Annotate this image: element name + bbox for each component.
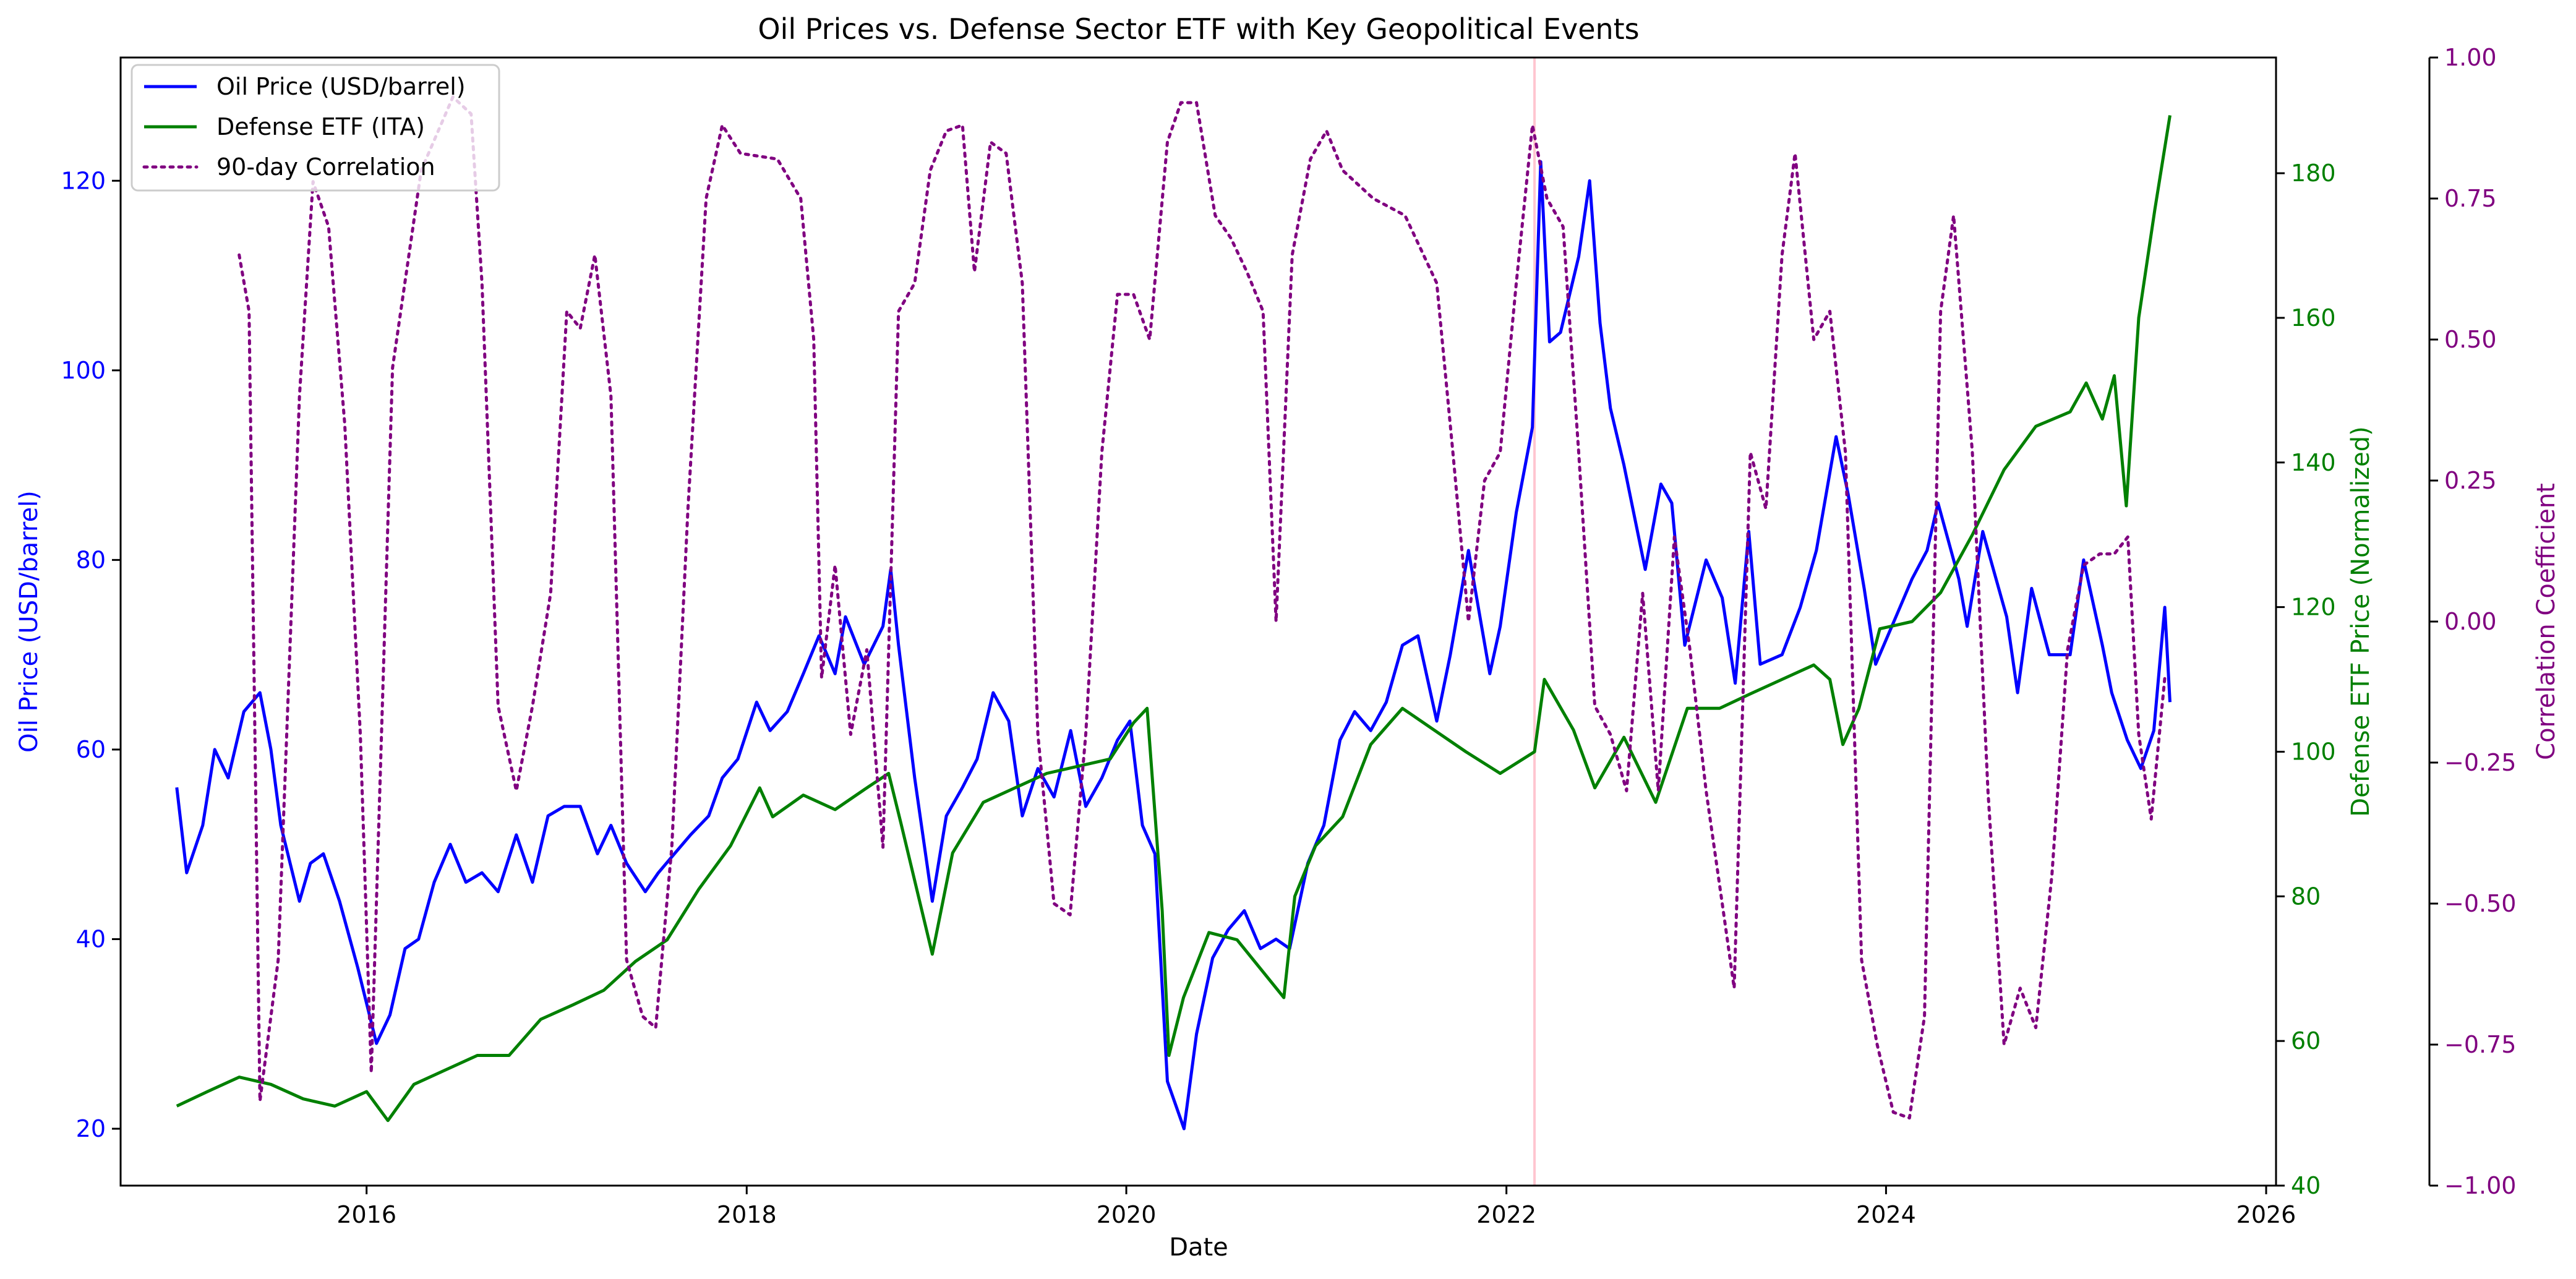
correlation-tick-label-3: −0.25 bbox=[2444, 749, 2516, 776]
x-tick-label-2022: 2022 bbox=[1476, 1201, 1536, 1228]
y-axis-correlation: −1.00 −0.75 −0.50 −0.25 0.00 0.25 0.50 0.75 1.00 bbox=[2428, 44, 2516, 1199]
correlation-tick-label-0: −1.00 bbox=[2444, 1172, 2516, 1199]
correlation-tick-label-2: −0.50 bbox=[2444, 890, 2516, 917]
correlation-tick-label-7: 0.75 bbox=[2444, 185, 2497, 212]
y-axis-defense: 40 60 80 100 120 140 160 180 bbox=[2276, 160, 2336, 1199]
x-tick-label-2018: 2018 bbox=[717, 1201, 777, 1228]
legend: Oil Price (USD/barrel) Defense ETF (ITA)… bbox=[131, 64, 500, 192]
defense-tick-label-120: 120 bbox=[2291, 594, 2336, 621]
legend-label-oil: Oil Price (USD/barrel) bbox=[216, 73, 466, 100]
y-axis-label-correlation: Correlation Coefficient bbox=[2532, 483, 2561, 760]
oil-tick-label-100: 100 bbox=[61, 357, 106, 384]
defense-tick-label-60: 60 bbox=[2291, 1027, 2321, 1054]
oil-tick-label-80: 80 bbox=[76, 546, 106, 573]
legend-label-defense: Defense ETF (ITA) bbox=[216, 113, 425, 140]
correlation-tick-label-4: 0.00 bbox=[2444, 608, 2497, 635]
x-axis-label: Date bbox=[1169, 1233, 1228, 1262]
oil-tick-label-120: 120 bbox=[61, 167, 106, 194]
y-axis-oil: 20 40 60 80 100 120 bbox=[61, 167, 121, 1142]
y-axis-label-defense: Defense ETF Price (Normalized) bbox=[2347, 426, 2375, 816]
oil-tick-label-40: 40 bbox=[76, 925, 106, 952]
defense-tick-label-40: 40 bbox=[2291, 1172, 2321, 1199]
defense-tick-label-160: 160 bbox=[2291, 304, 2336, 332]
correlation-tick-label-1: −0.75 bbox=[2444, 1031, 2516, 1058]
y-axis-label-oil: Oil Price (USD/barrel) bbox=[15, 490, 43, 753]
correlation-tick-label-8: 1.00 bbox=[2444, 44, 2497, 71]
defense-tick-label-100: 100 bbox=[2291, 738, 2336, 765]
correlation-line bbox=[237, 95, 2167, 1120]
oil-tick-label-60: 60 bbox=[76, 736, 106, 763]
correlation-tick-label-5: 0.25 bbox=[2444, 467, 2497, 494]
oil-tick-label-20: 20 bbox=[76, 1115, 106, 1142]
x-tick-label-2024: 2024 bbox=[1856, 1201, 1916, 1228]
correlation-tick-label-6: 0.50 bbox=[2444, 326, 2497, 353]
defense-etf-line bbox=[176, 115, 2172, 1123]
defense-tick-label-140: 140 bbox=[2291, 449, 2336, 476]
defense-tick-label-80: 80 bbox=[2291, 883, 2321, 910]
plot-frame bbox=[119, 56, 2277, 1187]
x-tick-label-2016: 2016 bbox=[336, 1201, 396, 1228]
series-layer bbox=[175, 95, 2172, 1131]
legend-box bbox=[131, 64, 500, 192]
defense-tick-label-180: 180 bbox=[2291, 160, 2336, 187]
x-tick-label-2026: 2026 bbox=[2236, 1201, 2296, 1228]
legend-label-correlation: 90-day Correlation bbox=[216, 153, 435, 181]
x-axis: 2016 2018 2020 2022 2024 2026 bbox=[336, 1186, 2296, 1228]
x-tick-label-2020: 2020 bbox=[1097, 1201, 1157, 1228]
chart-title: Oil Prices vs. Defense Sector ETF with K… bbox=[758, 12, 1639, 46]
